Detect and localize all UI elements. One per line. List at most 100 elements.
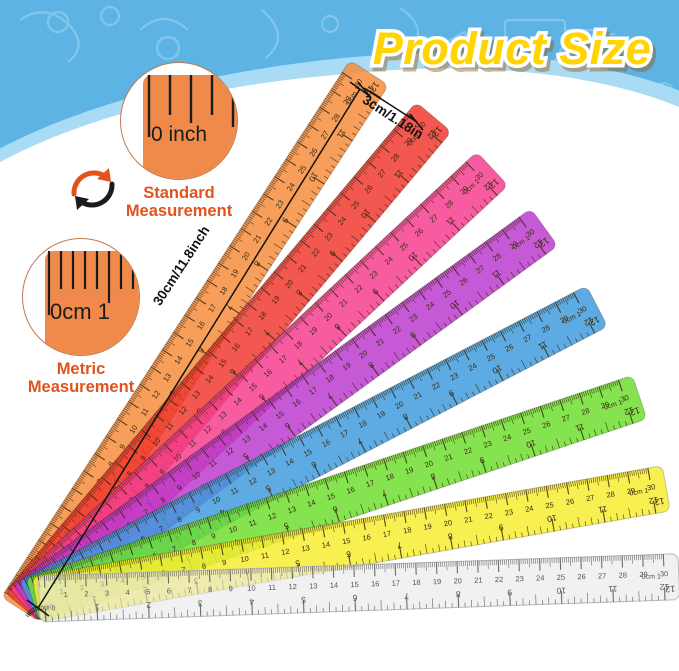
svg-text:10: 10 <box>556 586 566 596</box>
svg-text:4: 4 <box>125 588 129 597</box>
svg-text:13: 13 <box>309 581 318 590</box>
svg-text:19: 19 <box>423 522 433 532</box>
svg-text:7: 7 <box>380 488 388 499</box>
svg-text:24: 24 <box>467 361 479 373</box>
svg-text:12: 12 <box>288 582 297 591</box>
svg-text:8: 8 <box>429 471 437 482</box>
svg-text:17: 17 <box>382 529 392 539</box>
svg-text:29: 29 <box>626 486 636 496</box>
svg-text:10: 10 <box>247 583 256 592</box>
svg-text:12: 12 <box>582 315 595 328</box>
svg-text:20: 20 <box>453 576 462 585</box>
svg-text:12: 12 <box>648 495 659 507</box>
svg-text:23: 23 <box>515 574 524 583</box>
svg-text:29: 29 <box>558 313 570 325</box>
callout-bubble: 0 inch <box>120 62 238 180</box>
svg-text:11: 11 <box>260 550 269 560</box>
svg-text:9: 9 <box>229 584 233 593</box>
svg-text:8: 8 <box>401 412 410 423</box>
svg-text:1: 1 <box>63 590 67 599</box>
svg-text:21: 21 <box>443 452 454 463</box>
svg-text:6: 6 <box>352 593 357 603</box>
svg-text:16: 16 <box>362 532 372 542</box>
svg-text:12: 12 <box>665 584 675 594</box>
svg-text:7: 7 <box>404 591 409 601</box>
svg-text:18: 18 <box>402 525 412 535</box>
svg-text:23: 23 <box>504 507 514 517</box>
svg-text:25: 25 <box>485 351 497 363</box>
svg-text:20: 20 <box>443 518 453 528</box>
svg-text:9: 9 <box>408 329 418 340</box>
svg-text:8: 8 <box>447 531 454 542</box>
svg-text:18: 18 <box>357 418 369 430</box>
svg-text:29: 29 <box>639 570 648 579</box>
svg-text:20: 20 <box>423 458 434 469</box>
svg-text:21: 21 <box>412 390 424 402</box>
page-title: Product Size <box>369 20 654 78</box>
svg-text:5: 5 <box>146 587 150 596</box>
svg-text:15: 15 <box>350 580 359 589</box>
callout-label: Metric Measurement <box>6 360 156 397</box>
svg-text:15: 15 <box>341 536 351 546</box>
callout-standard-measurement: 0 inch Standard Measurement <box>120 62 254 221</box>
svg-text:26: 26 <box>565 496 575 506</box>
svg-text:18: 18 <box>384 471 395 482</box>
svg-text:12: 12 <box>537 235 551 249</box>
svg-text:28: 28 <box>540 323 552 335</box>
svg-text:9: 9 <box>447 388 456 399</box>
svg-text:19: 19 <box>375 409 387 421</box>
svg-text:4: 4 <box>249 597 254 607</box>
svg-text:20: 20 <box>394 399 406 411</box>
svg-text:28: 28 <box>580 406 591 417</box>
svg-text:2: 2 <box>84 589 88 598</box>
svg-text:6: 6 <box>167 586 171 595</box>
svg-text:23: 23 <box>448 371 460 383</box>
svg-text:11: 11 <box>574 421 586 433</box>
svg-text:10: 10 <box>546 513 557 525</box>
callout-label-line2: Measurement <box>27 377 135 396</box>
svg-text:24: 24 <box>536 573 545 582</box>
svg-text:27: 27 <box>561 413 572 424</box>
callout-label-line2: Measurement <box>125 201 233 220</box>
svg-text:12: 12 <box>588 314 602 327</box>
svg-text:26: 26 <box>541 419 552 430</box>
svg-text:0cm 1: 0cm 1 <box>642 573 661 581</box>
svg-text:30: 30 <box>660 569 669 578</box>
svg-text:12: 12 <box>659 582 669 592</box>
svg-text:5: 5 <box>301 595 306 605</box>
svg-text:19: 19 <box>404 465 415 476</box>
svg-text:22: 22 <box>484 511 494 521</box>
callout-scale-text: 0cm 1 <box>50 299 110 324</box>
svg-text:11: 11 <box>597 504 608 515</box>
svg-text:3: 3 <box>197 598 202 608</box>
svg-text:19: 19 <box>433 577 442 586</box>
svg-text:9: 9 <box>507 588 512 598</box>
svg-text:12: 12 <box>623 405 635 418</box>
svg-text:16: 16 <box>371 579 380 588</box>
svg-text:24: 24 <box>524 504 534 514</box>
svg-text:1: 1 <box>94 602 99 612</box>
svg-text:23: 23 <box>482 439 493 450</box>
svg-text:18: 18 <box>412 578 421 587</box>
svg-text:14: 14 <box>330 581 339 590</box>
svg-text:8: 8 <box>455 589 460 599</box>
svg-text:0 inch: 0 inch <box>37 603 56 611</box>
svg-text:26: 26 <box>577 572 586 581</box>
svg-text:8: 8 <box>366 360 376 371</box>
svg-text:27: 27 <box>522 332 534 344</box>
svg-text:7: 7 <box>187 586 191 595</box>
svg-text:11: 11 <box>608 584 617 594</box>
svg-text:30: 30 <box>646 482 656 492</box>
svg-text:12: 12 <box>654 496 666 508</box>
svg-text:9: 9 <box>370 286 380 297</box>
svg-text:12: 12 <box>280 547 290 557</box>
svg-text:12: 12 <box>487 177 501 191</box>
callout-label-line1: Metric <box>56 360 106 378</box>
svg-text:10: 10 <box>240 554 250 564</box>
svg-text:25: 25 <box>557 573 566 582</box>
svg-text:8: 8 <box>208 585 212 594</box>
svg-text:11: 11 <box>268 583 276 592</box>
svg-text:27: 27 <box>585 493 595 503</box>
svg-text:26: 26 <box>503 342 515 354</box>
